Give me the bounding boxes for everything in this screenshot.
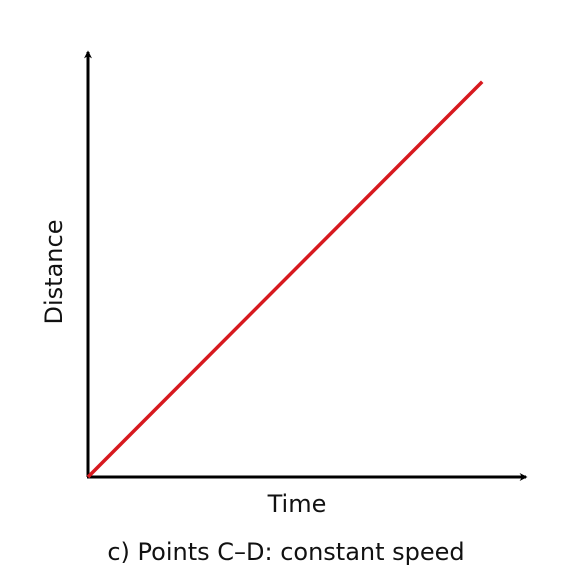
caption: c) Points C–D: constant speed (107, 538, 464, 566)
x-axis-label: Time (267, 490, 327, 518)
data-line (86, 80, 484, 479)
y-axis-label: Distance (40, 220, 68, 325)
